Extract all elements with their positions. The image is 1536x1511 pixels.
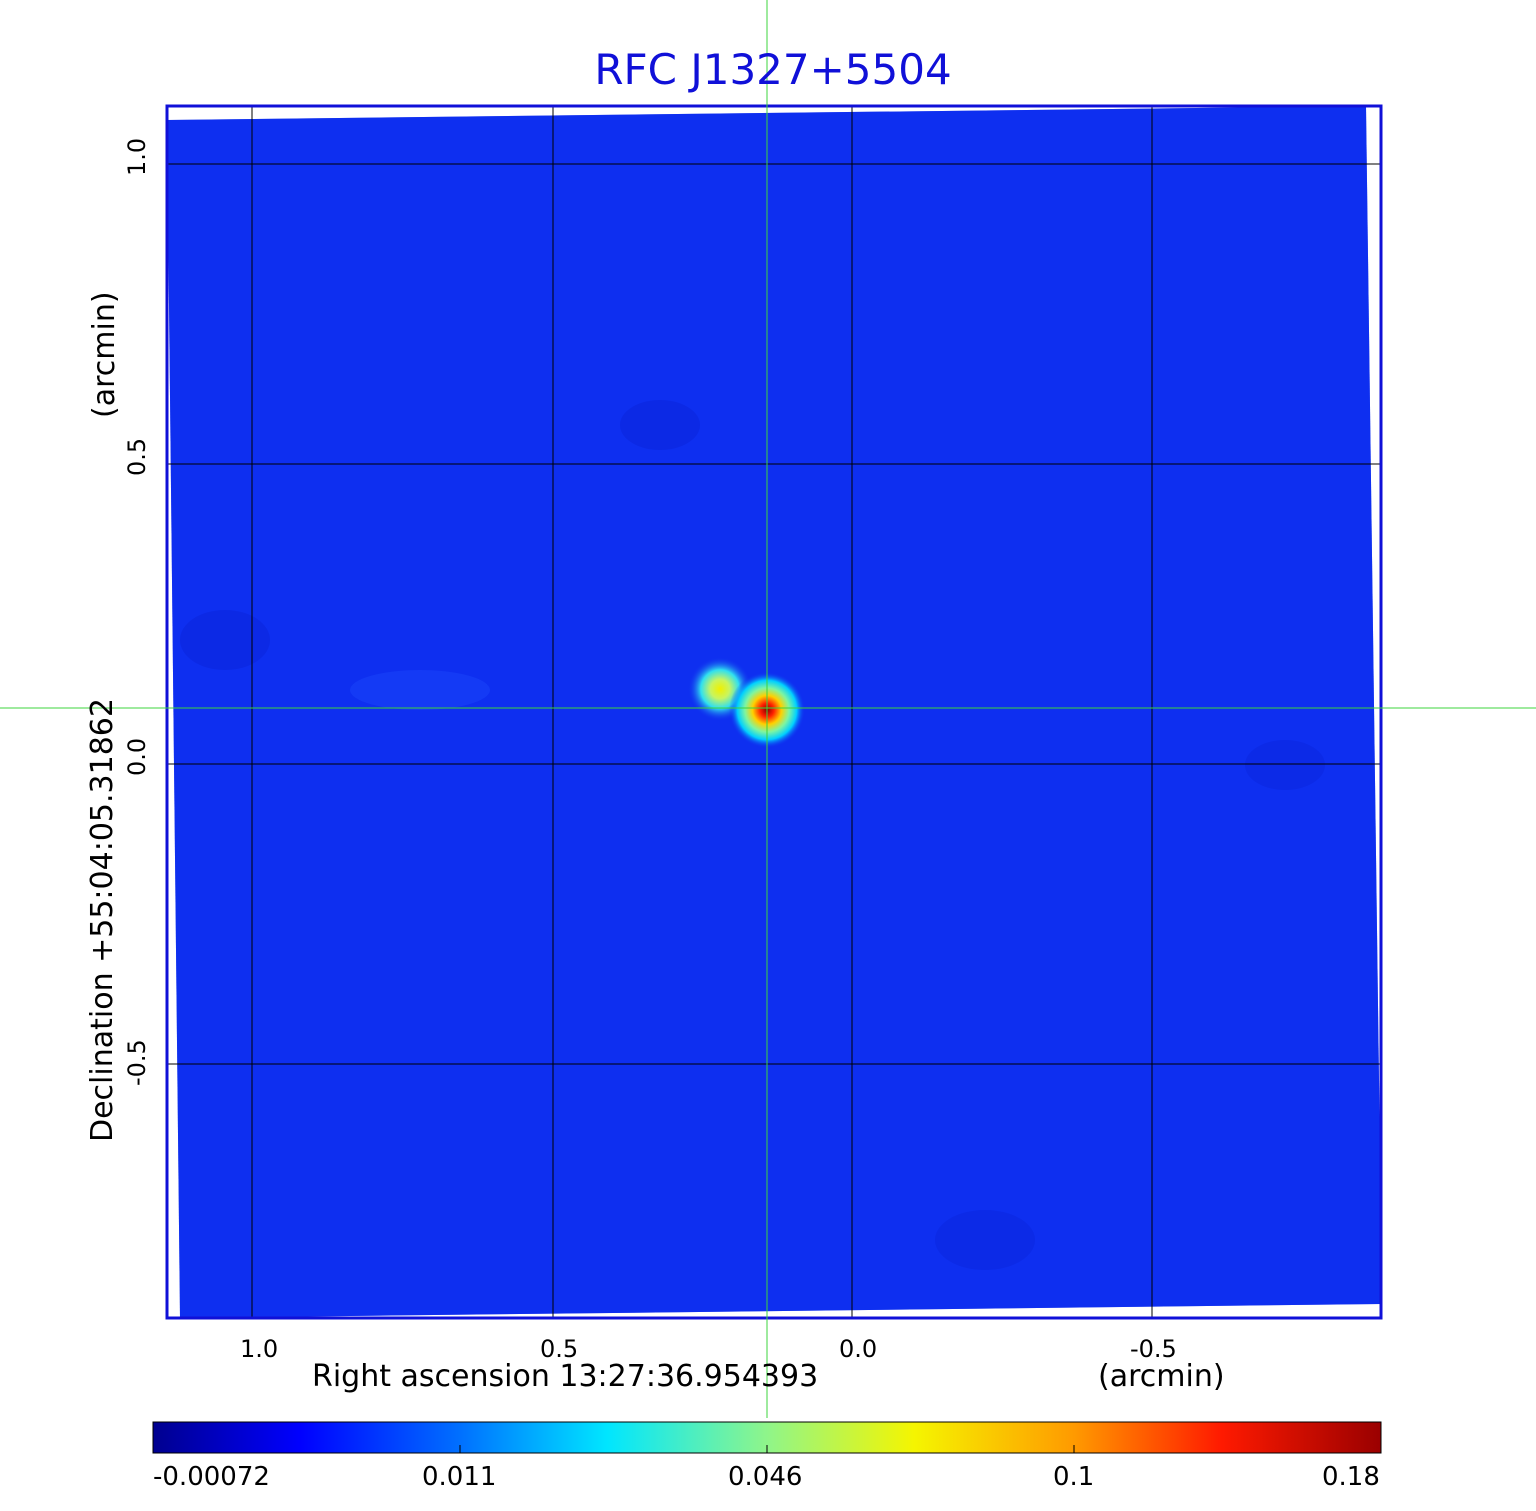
plot-title: RFC J1327+5504 [594,45,952,94]
colorbar-tick-label: 0.011 [422,1462,497,1492]
colorbar-ticks [459,1445,1075,1453]
y-tick-label: 0.5 [123,437,151,476]
plot-frame [165,104,1383,1320]
y-tick-label: -0.5 [123,1039,151,1086]
x-axis-unit: (arcmin) [1098,1359,1225,1394]
x-tick-label: -0.5 [1130,1335,1177,1363]
x-axis-label: Right ascension 13:27:36.954393 [312,1359,819,1394]
y-axis-unit: (arcmin) [87,291,122,418]
y-tick-label: 0.0 [123,737,151,776]
x-tick-label: 0.5 [540,1335,579,1363]
colorbar-tick-label: -0.00072 [153,1462,270,1492]
y-tick-label: 1.0 [123,137,151,176]
x-tick-label: 0.0 [839,1335,878,1363]
colorbar-tick-label: 0.18 [1322,1462,1380,1492]
x-tick-label: 1.0 [240,1335,279,1363]
colorbar-tick-label: 0.046 [728,1462,803,1492]
y-axis-label: Declination +55:04:05.31862 [85,698,120,1142]
coordinate-grid [167,106,1381,1318]
colorbar-tick-label: 0.1 [1053,1462,1095,1492]
